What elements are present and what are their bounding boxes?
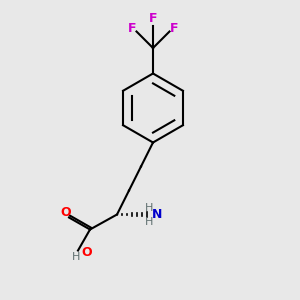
Text: O: O (60, 206, 71, 219)
Text: O: O (81, 245, 92, 259)
Text: F: F (128, 22, 136, 35)
Text: F: F (149, 11, 157, 25)
Text: H: H (145, 217, 154, 227)
Text: H: H (145, 203, 154, 214)
Text: N: N (152, 208, 162, 221)
Text: H: H (72, 251, 81, 262)
Text: F: F (170, 22, 178, 35)
